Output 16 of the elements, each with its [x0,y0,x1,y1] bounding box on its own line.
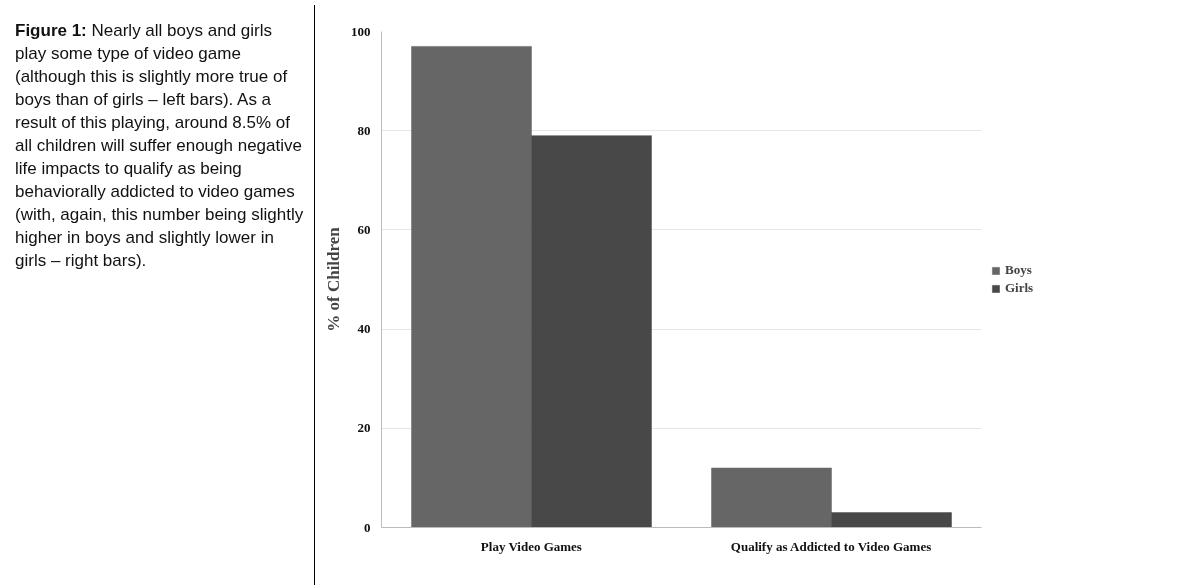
bar [531,135,652,528]
bar [711,467,832,528]
y-tick-label: 60 [357,221,371,237]
bar [831,512,952,528]
y-axis-title: % of Children [324,226,343,332]
y-tick-label: 20 [357,420,371,436]
text: Figure 1: Nearly all boys and girls play some type of video game (although this is slightly more true of boys than of girls – left bars). As a result of this playing, around 8.5% of all children will suffer enough negative life impacts to qualify as being behaviorally addicted to video games (with, again, this number being slightly higher in boys and slightly lower in girls – right bars). [15,21,304,270]
legend-label: Boys [1005,262,1032,278]
x-tick-label: Play Video Games [480,538,582,554]
y-tick-label: 0 [364,519,371,535]
legend-label: Girls [1005,280,1034,296]
bar [411,46,532,528]
y-tick-label: 80 [357,122,371,138]
x-tick-label: Qualify as Addicted to Video Games [730,538,932,554]
y-tick-label: 100 [351,23,371,39]
y-tick-label: 40 [357,321,371,337]
